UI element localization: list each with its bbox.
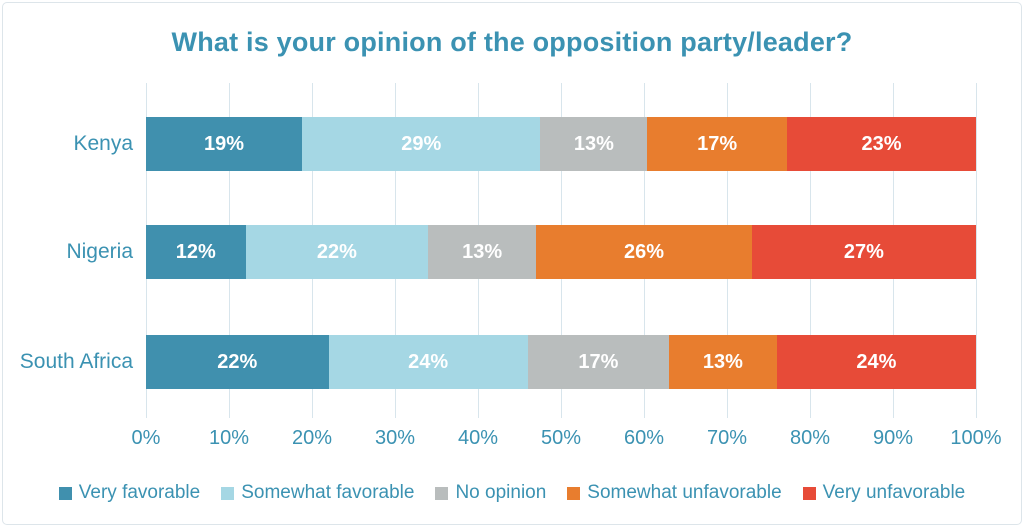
x-tick-50-: 50% bbox=[540, 427, 582, 449]
bar-value-label: 27% bbox=[843, 240, 884, 263]
legend-item-no-opinion: No opinion bbox=[435, 482, 546, 504]
legend-swatch-icon bbox=[802, 486, 816, 500]
legend-swatch-icon bbox=[221, 486, 235, 500]
bar-segment-nigeria-very-unfavorable: 27% bbox=[751, 225, 976, 279]
plot-area: 19% 29% 13% 17% 23% 12% 22% 13% 26% 27% 22% 24% 17% 1… bbox=[145, 83, 977, 418]
category-label-kenya: Kenya bbox=[73, 132, 133, 155]
bar-row-nigeria: 12% 22% 13% 26% 27% bbox=[146, 225, 976, 279]
bar-row-kenya: 19% 29% 13% 17% 23% bbox=[146, 117, 976, 171]
bar-segment-south-africa-somewhat-unfavorable: 13% bbox=[668, 335, 777, 389]
gridline-100- bbox=[975, 83, 977, 418]
bar-segment-nigeria-somewhat-unfavorable: 26% bbox=[536, 225, 752, 279]
bar-segment-south-africa-somewhat-favorable: 24% bbox=[328, 335, 528, 389]
x-tick-90-: 90% bbox=[872, 427, 914, 449]
legend-swatch-icon bbox=[58, 486, 72, 500]
category-label-south-africa: South Africa bbox=[19, 350, 133, 373]
legend-label: Somewhat favorable bbox=[241, 482, 415, 503]
x-tick-20-: 20% bbox=[291, 427, 333, 449]
chart-title: What is your opinion of the opposition p… bbox=[171, 27, 853, 57]
bar-value-label: 24% bbox=[856, 350, 897, 373]
x-tick-10-: 10% bbox=[208, 427, 250, 449]
legend-item-somewhat-favorable: Somewhat favorable bbox=[221, 482, 414, 504]
bar-segment-south-africa-very-favorable: 22% bbox=[146, 335, 329, 389]
bar-value-label: 24% bbox=[408, 350, 449, 373]
bar-segment-south-africa-no-opinion: 17% bbox=[527, 335, 669, 389]
bar-segment-kenya-somewhat-favorable: 29% bbox=[302, 117, 541, 171]
bar-value-label: 26% bbox=[623, 240, 664, 263]
x-axis: 0% 10% 20% 30% 40% 50% 60% 70% 80% 90% 100% bbox=[132, 427, 1002, 453]
bar-value-label: 29% bbox=[401, 132, 442, 155]
category-label-nigeria: Nigeria bbox=[66, 240, 133, 263]
bar-value-label: 13% bbox=[573, 132, 614, 155]
bar-value-label: 23% bbox=[861, 132, 902, 155]
legend-swatch-icon bbox=[567, 486, 581, 500]
legend: Very favorable Somewhat favorable No opini… bbox=[3, 479, 1021, 507]
legend-item-somewhat-unfavorable: Somewhat unfavorable bbox=[567, 482, 782, 504]
bar-value-label: 13% bbox=[462, 240, 503, 263]
x-tick-70-: 70% bbox=[706, 427, 748, 449]
bar-row-south-africa: 22% 24% 17% 13% 24% bbox=[146, 335, 976, 389]
bar-value-label: 12% bbox=[175, 240, 216, 263]
x-tick-0-: 0% bbox=[131, 427, 161, 449]
legend-label: Very unfavorable bbox=[822, 482, 966, 503]
bar-segment-nigeria-very-favorable: 12% bbox=[146, 225, 246, 279]
legend-label: Somewhat unfavorable bbox=[587, 482, 782, 503]
bar-value-label: 19% bbox=[204, 132, 245, 155]
x-tick-40-: 40% bbox=[457, 427, 499, 449]
legend-label: No opinion bbox=[455, 482, 547, 503]
bar-segment-nigeria-somewhat-favorable: 22% bbox=[245, 225, 429, 279]
x-tick-100-: 100% bbox=[950, 427, 1002, 449]
bar-value-label: 22% bbox=[316, 240, 357, 263]
bar-segment-nigeria-no-opinion: 13% bbox=[428, 225, 537, 279]
legend-swatch-icon bbox=[435, 486, 449, 500]
bar-segment-kenya-no-opinion: 13% bbox=[540, 117, 648, 171]
bar-value-label: 13% bbox=[702, 350, 743, 373]
bar-segment-kenya-very-favorable: 19% bbox=[146, 117, 303, 171]
bar-segment-south-africa-very-unfavorable: 24% bbox=[776, 335, 976, 389]
bar-segment-kenya-very-unfavorable: 23% bbox=[786, 117, 976, 171]
bar-value-label: 17% bbox=[697, 132, 738, 155]
bar-segment-kenya-somewhat-unfavorable: 17% bbox=[647, 117, 787, 171]
x-tick-30-: 30% bbox=[374, 427, 416, 449]
legend-item-very-unfavorable: Very unfavorable bbox=[802, 482, 966, 504]
legend-item-very-favorable: Very favorable bbox=[58, 482, 201, 504]
x-tick-80-: 80% bbox=[789, 427, 831, 449]
bar-value-label: 17% bbox=[578, 350, 619, 373]
legend-label: Very favorable bbox=[78, 482, 201, 503]
bar-value-label: 22% bbox=[217, 350, 258, 373]
category-axis: Kenya Nigeria South Africa bbox=[3, 83, 133, 418]
x-tick-60-: 60% bbox=[623, 427, 665, 449]
